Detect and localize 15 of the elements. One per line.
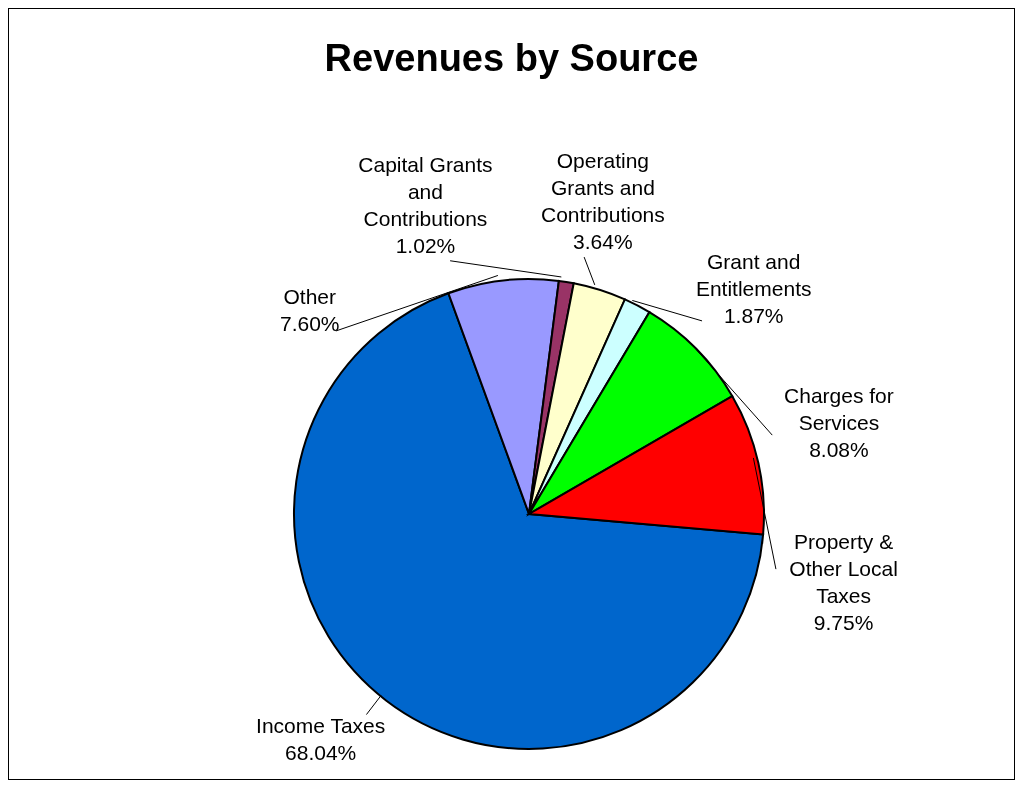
slice-label: Property & Other Local Taxes [789,530,898,608]
slice-label: Charges for Services [784,383,894,434]
slice-label: Income Taxes [256,714,386,738]
data-label: 3.64% [573,229,633,253]
slice-label: Other [283,284,337,308]
chart-title: Revenues by Source [323,37,700,80]
data-label: 9.75% [813,611,874,635]
slice-label: Grant and Entitlements [695,249,812,300]
slice-label: Operating Grants and Contributions [541,148,665,226]
data-label: 7.60% [279,311,340,335]
data-label: 8.08% [809,437,869,461]
data-label: 1.87% [723,303,784,327]
slice-label: Capital Grants and Contributions [358,153,493,231]
data-label: 68.04% [285,741,357,765]
data-label: 1.02% [395,234,456,258]
